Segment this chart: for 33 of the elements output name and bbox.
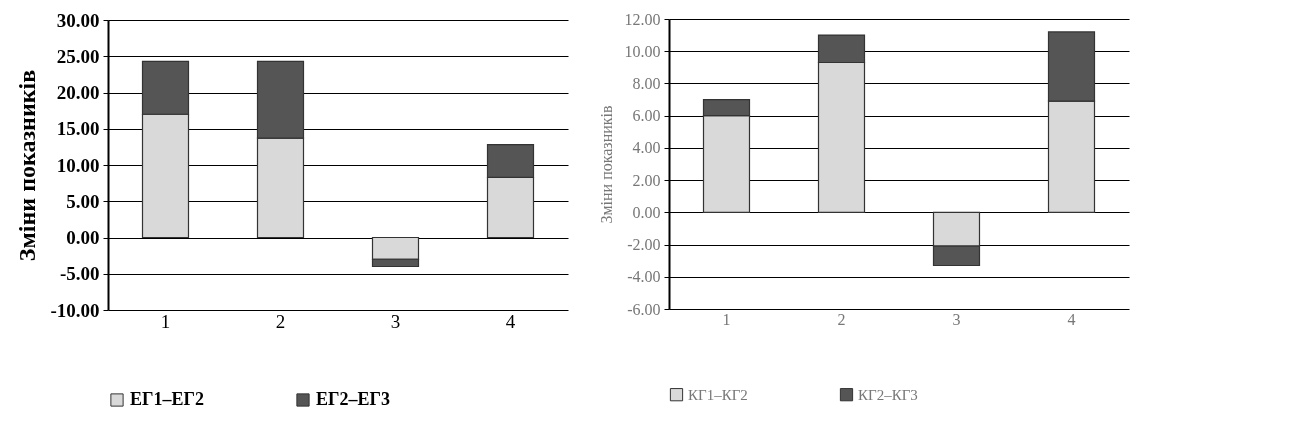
legend-label: ЕГ2–ЕГ3: [316, 389, 390, 409]
y-tick-label: 25.00: [56, 45, 100, 67]
y-tick-label: 6.00: [632, 107, 661, 125]
x-tick-label: 3: [952, 310, 961, 328]
x-tick-label: 2: [837, 310, 846, 328]
y-tick-label: 0.00: [632, 203, 661, 221]
y-tick-label: 2.00: [632, 171, 661, 189]
y-tick-label: -2.00: [627, 236, 661, 254]
x-tick-label: 4: [505, 310, 516, 332]
y-tick-label: 10.00: [624, 42, 661, 60]
y-tick-label: 4.00: [632, 139, 661, 157]
y-tick-label: -4.00: [627, 268, 661, 286]
y-tick-label: -10.00: [50, 299, 100, 321]
y-tick-label: 10.00: [56, 154, 100, 176]
y-tick-label: 12.00: [624, 10, 661, 28]
x-tick-label: 2: [275, 310, 286, 332]
y-tick-label: -5.00: [59, 263, 100, 285]
y-axis-title: Зміни показників: [14, 69, 41, 262]
y-tick-label: 15.00: [56, 118, 100, 140]
x-tick-label: 3: [390, 310, 401, 332]
y-tick-label: 8.00: [632, 74, 661, 92]
x-tick-label: 1: [722, 310, 731, 328]
legend-label: КГ1–КГ2: [688, 386, 748, 403]
y-tick-label: 20.00: [56, 82, 100, 103]
y-tick-label: 0.00: [66, 227, 100, 248]
x-tick-label: 1: [160, 310, 171, 332]
y-tick-label: -6.00: [627, 300, 661, 318]
legend-label: КГ2–КГ3: [858, 386, 918, 403]
y-axis-title: Зміни показників: [597, 104, 615, 224]
y-tick-label: 5.00: [66, 190, 100, 212]
y-tick-label: 30.00: [56, 9, 100, 31]
x-tick-label: 4: [1067, 310, 1076, 328]
legend-label: ЕГ1–ЕГ2: [130, 389, 204, 409]
